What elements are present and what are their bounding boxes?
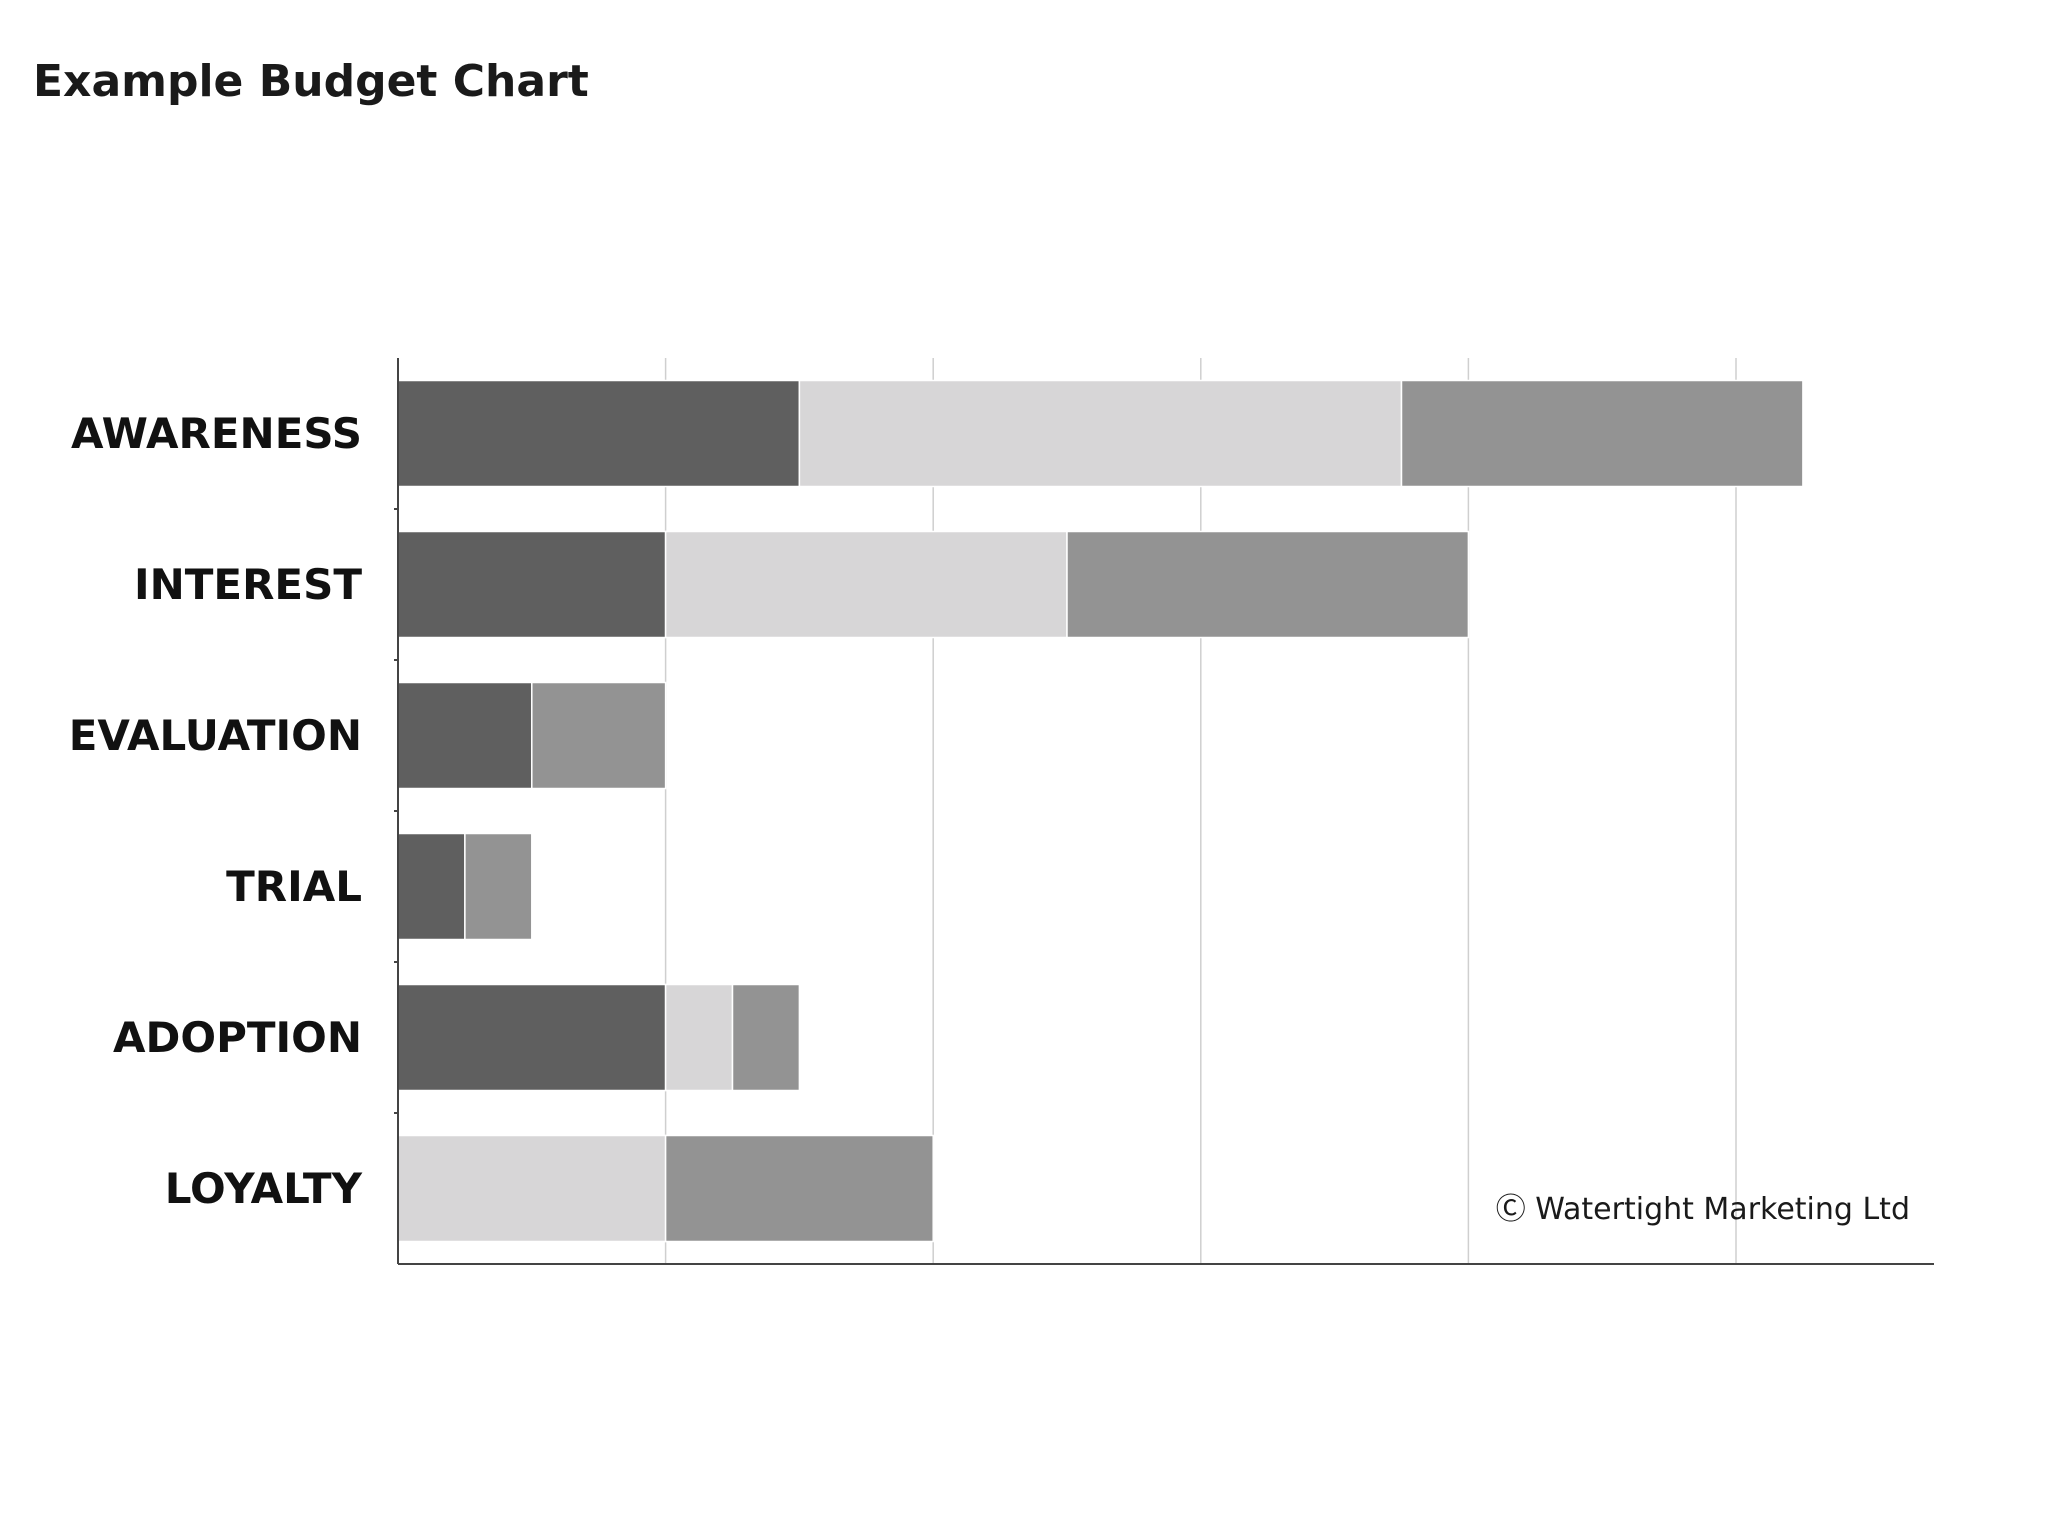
copyright-annotation: Ⓒ Watertight Marketing Ltd: [1496, 1192, 1910, 1227]
category-label-evaluation: EVALUATION: [69, 711, 362, 760]
bar-adoption-segment-1: [397, 983, 667, 1092]
bar-adoption-segment-3: [731, 983, 801, 1092]
category-labels: AWARENESS INTEREST EVALUATION TRIAL ADOPTION…: [69, 409, 363, 1213]
bar-trial-segment-1: [397, 832, 466, 941]
chart-title: Example Budget Chart: [33, 56, 589, 107]
bar-interest-segment-3: [1066, 530, 1470, 639]
bar-interest-segment-1: [397, 530, 667, 639]
bar-interest-segment-2: [664, 530, 1068, 639]
bar-awareness-segment-2: [798, 379, 1403, 488]
bar-awareness-segment-3: [1400, 379, 1804, 488]
bars: [397, 379, 1804, 1243]
bar-awareness-segment-1: [397, 379, 801, 488]
category-label-awareness: AWARENESS: [71, 409, 362, 458]
grid-lines: [664, 358, 1737, 1264]
axes: [394, 358, 1934, 1265]
bar-loyalty-segment-2: [397, 1134, 667, 1243]
bar-trial-segment-3: [464, 832, 533, 941]
category-label-trial: TRIAL: [226, 862, 362, 911]
bar-evaluation-segment-1: [397, 681, 533, 790]
category-label-interest: INTEREST: [134, 560, 362, 609]
bar-adoption-segment-2: [664, 983, 734, 1092]
category-label-adoption: ADOPTION: [113, 1013, 362, 1062]
bar-loyalty-segment-3: [664, 1134, 934, 1243]
bar-evaluation-segment-3: [531, 681, 667, 790]
category-label-loyalty: LOYALTY: [165, 1164, 363, 1213]
